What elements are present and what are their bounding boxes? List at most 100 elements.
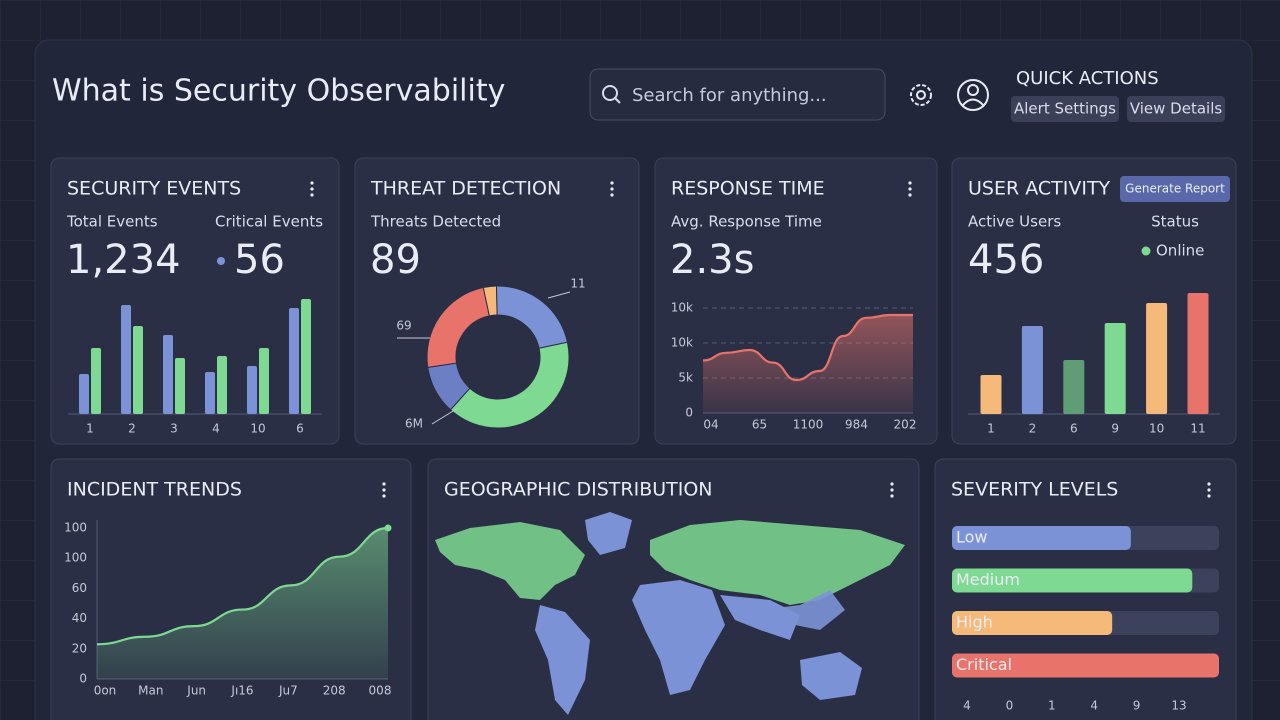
stat-label: Critical Events <box>215 213 323 231</box>
x-tick-label: 13 <box>1171 699 1186 713</box>
menu-dot <box>1207 488 1211 492</box>
x-tick-label: Jı16 <box>230 684 253 698</box>
search-box[interactable]: Search for anything... <box>589 68 886 121</box>
view-details-button[interactable]: View Details <box>1127 96 1225 122</box>
bar <box>301 299 311 414</box>
bar-label: Medium <box>956 570 1020 589</box>
menu-dot <box>382 488 386 492</box>
user-icon[interactable] <box>957 79 989 111</box>
x-tick-label: 1 <box>1048 699 1056 713</box>
stat-label: Avg. Response Time <box>671 213 822 231</box>
x-tick-label: 4 <box>963 699 971 713</box>
stat-value: 89 <box>370 237 421 283</box>
y-tick-label: 60 <box>72 581 87 595</box>
card-title: RESPONSE TIME <box>671 178 825 200</box>
menu-dot <box>382 482 386 486</box>
bar <box>79 374 89 414</box>
button-label: Generate Report <box>1125 182 1225 196</box>
x-tick-label: 1 <box>86 422 94 436</box>
y-tick-label: 100 <box>64 521 87 535</box>
bar-label: High <box>956 613 993 632</box>
x-tick-label: 008 <box>369 684 392 698</box>
status-dot <box>1141 246 1151 256</box>
line <box>702 313 913 382</box>
menu-dot <box>890 488 894 492</box>
x-tick-label: 2 <box>128 422 136 436</box>
y-tick-label: 40 <box>72 611 87 625</box>
bar-label: Critical <box>956 655 1012 674</box>
x-tick-label: 4 <box>212 422 220 436</box>
x-tick-label: 202 <box>894 418 917 432</box>
y-tick-label: 0 <box>685 406 693 420</box>
alert-settings-button[interactable]: Alert Settings <box>1011 96 1119 122</box>
x-tick-label: Ju7 <box>278 684 298 698</box>
bar-label: Low <box>956 528 988 547</box>
bar <box>133 326 143 414</box>
status-label: Status <box>1151 213 1199 231</box>
y-tick-label: 5k <box>678 371 693 385</box>
x-tick-label: 10 <box>250 422 265 436</box>
menu-dot <box>610 187 614 191</box>
menu-dot <box>310 181 314 185</box>
annotation: 6M <box>405 417 423 431</box>
search-placeholder: Search for anything... <box>632 85 827 106</box>
card-title: INCIDENT TRENDS <box>67 479 242 501</box>
menu-dot <box>908 193 912 197</box>
card-title: SEVERITY LEVELS <box>951 479 1118 501</box>
page-title: What is Security Observability <box>52 74 505 109</box>
bar <box>259 348 269 414</box>
area-fill <box>97 528 388 679</box>
x-tick-label: 1100 <box>793 418 824 432</box>
menu-dot <box>908 187 912 191</box>
bar <box>1146 303 1168 414</box>
bar <box>1063 360 1085 414</box>
menu-dot <box>890 482 894 486</box>
bar <box>217 356 227 414</box>
bar <box>1021 326 1043 414</box>
menu-dot <box>382 494 386 498</box>
stat-value: 56 <box>234 237 285 283</box>
bar <box>1104 323 1126 414</box>
generate-report-button[interactable] <box>1120 176 1230 202</box>
menu-dot <box>610 193 614 197</box>
stat-value: 1,234 <box>66 237 181 283</box>
donut-slice <box>449 341 570 429</box>
status-dot <box>217 257 225 265</box>
x-tick-label: 9 <box>1133 699 1141 713</box>
x-tick-label: 208 <box>323 684 346 698</box>
stat-value: 456 <box>968 237 1044 283</box>
x-tick-label: Man <box>138 684 163 698</box>
card-title: SECURITY EVENTS <box>67 178 241 200</box>
donut-slice <box>426 286 490 368</box>
bar <box>121 305 131 414</box>
x-tick-label: 9 <box>1111 422 1119 436</box>
bar <box>952 653 1219 678</box>
menu-dot <box>908 181 912 185</box>
x-tick-label: 1 <box>987 422 995 436</box>
x-tick-label: 11 <box>1190 422 1205 436</box>
bar <box>247 366 257 414</box>
bar <box>289 308 299 414</box>
stat-value: 2.3s <box>670 237 754 283</box>
menu-dot <box>1207 482 1211 486</box>
y-tick-label: 0 <box>79 672 87 686</box>
leader-line <box>547 291 571 299</box>
x-tick-label: 0 <box>1006 699 1014 713</box>
menu-dot <box>310 193 314 197</box>
x-tick-label: 2 <box>1029 422 1037 436</box>
stat-label: Total Events <box>66 213 158 231</box>
stat-label: Threats Detected <box>370 213 501 231</box>
y-tick-label: 100 <box>64 551 87 565</box>
bar <box>952 526 1131 550</box>
bar <box>952 611 1113 635</box>
x-tick-label: 0on <box>94 684 117 698</box>
x-tick-label: 6 <box>1070 422 1078 436</box>
stat-label: Active Users <box>968 213 1061 231</box>
leader-line <box>431 407 459 425</box>
card-title: USER ACTIVITY <box>968 178 1111 200</box>
bar <box>1187 293 1209 414</box>
y-tick-label: 10k <box>671 301 693 315</box>
settings-icon[interactable] <box>910 84 932 106</box>
menu-dot <box>610 181 614 185</box>
